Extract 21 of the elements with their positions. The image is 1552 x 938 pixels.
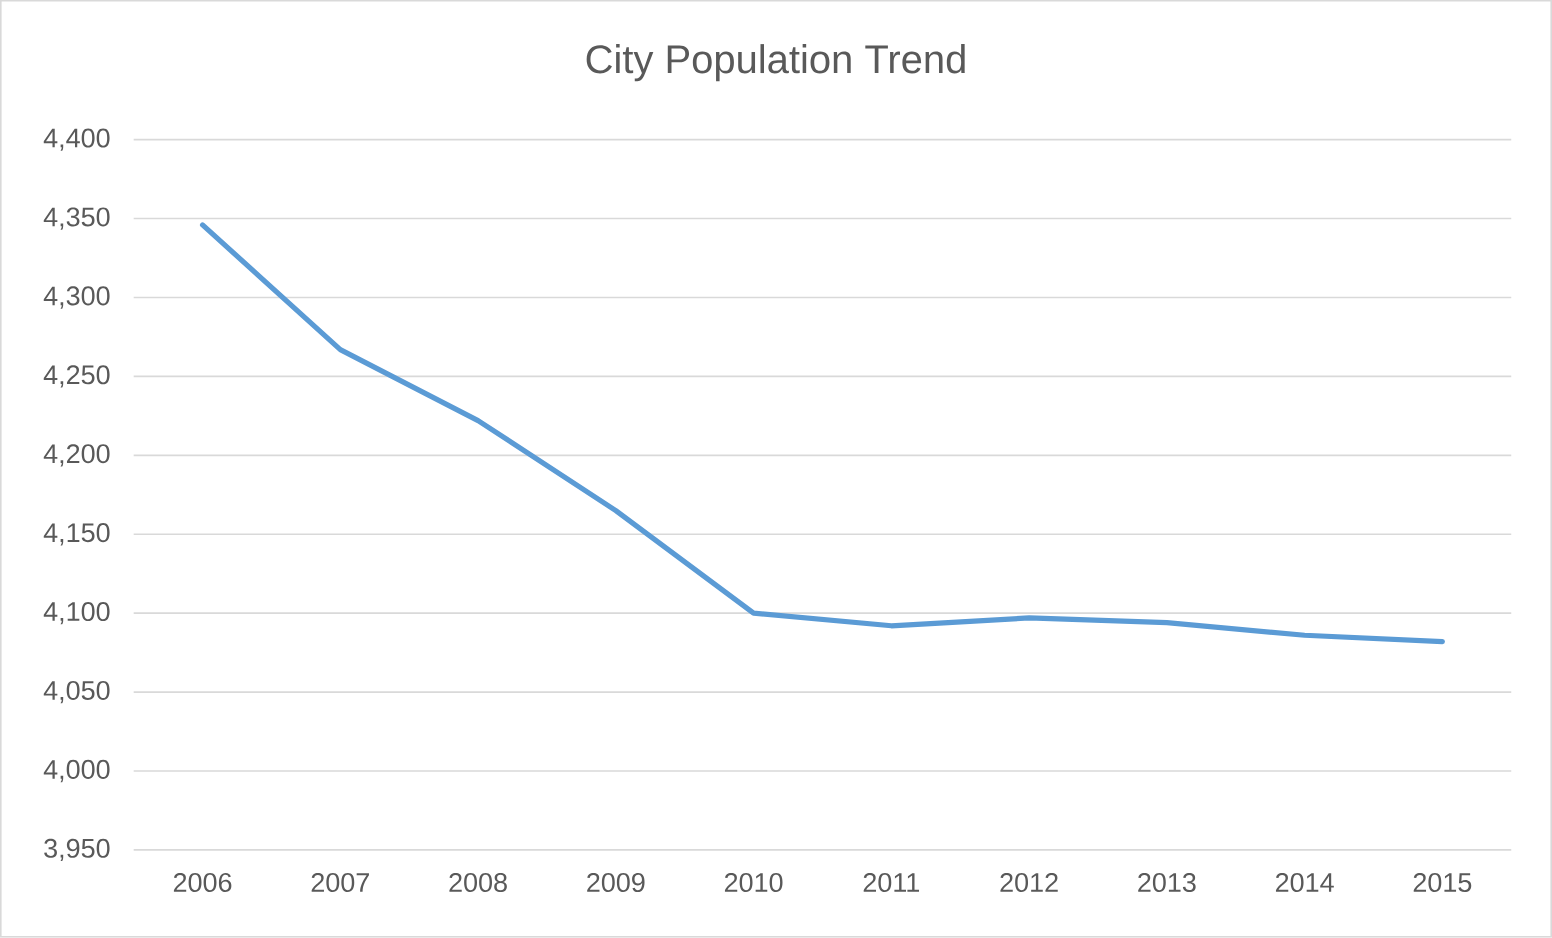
y-tick-label: 4,100 (43, 602, 110, 625)
x-tick-label: 2011 (863, 873, 920, 893)
y-tick-label: 4,150 (43, 523, 110, 546)
x-tick-label: 2010 (724, 873, 783, 893)
x-tick-label: 2015 (1413, 873, 1472, 893)
y-tick-label: 4,350 (43, 207, 110, 230)
x-tick-label: 2013 (1138, 873, 1196, 893)
x-tick-label: 2012 (1000, 873, 1058, 893)
y-tick-label: 4,200 (43, 444, 110, 467)
y-tick-label: 4,000 (43, 760, 110, 783)
y-tick-label: 4,050 (43, 681, 110, 704)
x-tick-label: 2009 (587, 873, 645, 893)
y-tick-label: 4,300 (43, 286, 110, 309)
y-tick-label: 4,400 (43, 128, 110, 151)
chart-title: City Population Trend (586, 44, 965, 82)
x-tick-label: 2006 (173, 873, 232, 893)
y-tick-label: 3,950 (44, 838, 110, 862)
x-tick-label: 2007 (311, 873, 369, 893)
x-tick-label: 2008 (449, 873, 507, 893)
y-tick-label: 4,250 (43, 365, 110, 388)
x-tick-label: 2014 (1275, 873, 1334, 893)
